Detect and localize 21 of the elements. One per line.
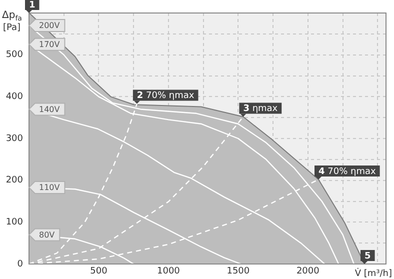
series-label: 140V (39, 104, 60, 114)
y-tick-label: 0 (17, 259, 24, 270)
x-tick-label: 2000 (296, 266, 320, 277)
annotation: 4 70% ηmax (318, 166, 376, 177)
x-axis-title: V̇ [m³/h] (354, 267, 392, 279)
annotation: 2 70% ηmax (136, 91, 195, 102)
y-tick-label: 500 (6, 50, 24, 60)
series-label: 170V (39, 40, 60, 49)
series-label: 110V (39, 183, 60, 192)
x-tick-label: 500 (90, 266, 108, 277)
series-label: 200V (39, 21, 60, 30)
annotation: 5 (364, 251, 371, 262)
y-tick-label: 300 (6, 134, 24, 144)
annotation: 3 ηmax (243, 104, 278, 114)
y-tick-label: 200 (6, 176, 24, 186)
x-tick-label: 1500 (226, 266, 250, 277)
annotation: 1 (29, 0, 36, 10)
y-tick-label: 100 (6, 218, 24, 228)
series-label: 80V (39, 230, 56, 240)
x-tick-label: 1000 (157, 266, 180, 277)
y-tick-label: 400 (6, 92, 24, 102)
